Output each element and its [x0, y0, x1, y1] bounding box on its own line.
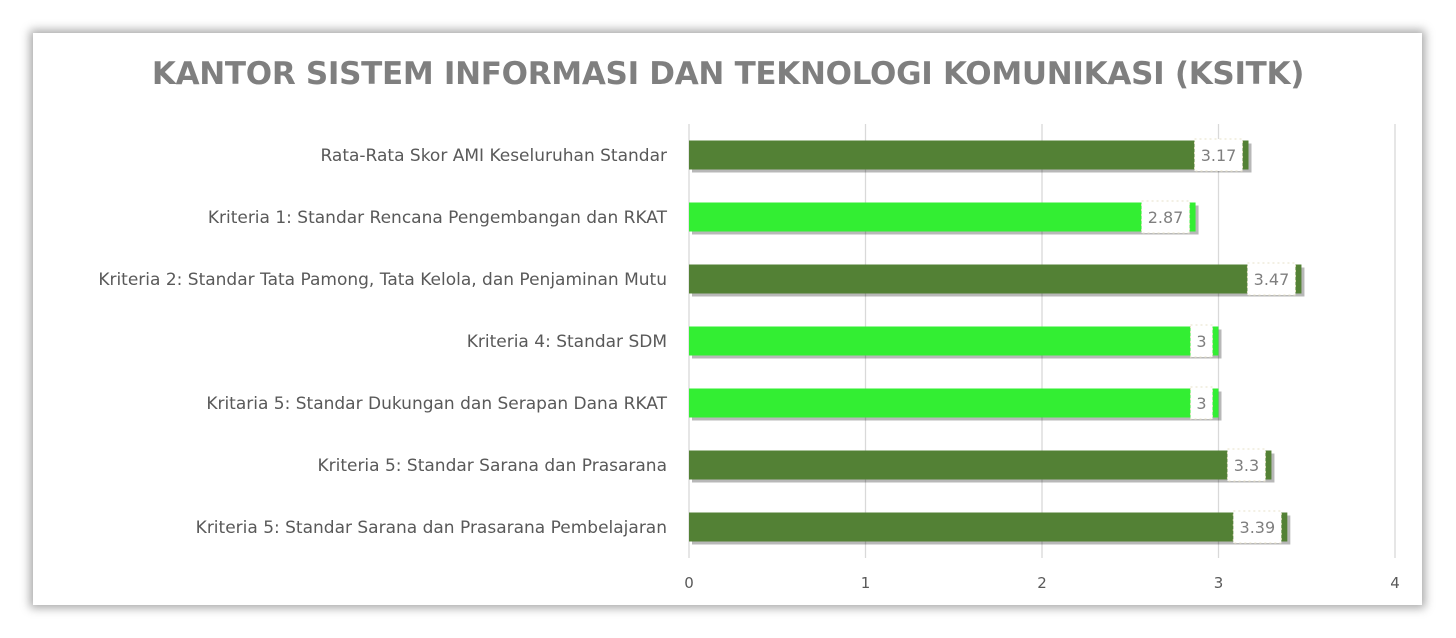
data-label-box [1246, 262, 1296, 296]
data-label: 3 [1196, 394, 1206, 413]
x-tick-label: 3 [1214, 574, 1224, 592]
category-label: Kriteria 1: Standar Rencana Pengembangan… [208, 208, 668, 228]
category-label: Kriteria 2: Standar Tata Pamong, Tata Ke… [98, 270, 667, 290]
data-label: 2.87 [1148, 208, 1184, 227]
chart-card [33, 33, 1422, 605]
category-label: Kritaria 5: Standar Dukungan dan Serapan… [206, 394, 667, 414]
data-label: 3.3 [1234, 456, 1259, 475]
bar [689, 450, 1272, 480]
category-label: Kriteria 4: Standar SDM [467, 332, 667, 352]
bar [689, 388, 1219, 418]
bar [689, 140, 1249, 170]
x-tick-label: 1 [861, 574, 871, 592]
chart-title: KANTOR SISTEM INFORMASI DAN TEKNOLOGI KO… [151, 56, 1305, 92]
data-label-box [1190, 386, 1213, 420]
data-label-box [1141, 200, 1191, 234]
x-tick-label: 0 [684, 574, 694, 592]
data-label-box [1194, 138, 1244, 172]
category-label: Rata-Rata Skor AMI Keseluruhan Standar [320, 146, 667, 166]
category-label: Kriteria 5: Standar Sarana dan Prasarana [317, 456, 667, 476]
data-label: 3.47 [1254, 270, 1290, 289]
data-label: 3.17 [1201, 146, 1237, 165]
x-tick-label: 2 [1037, 574, 1047, 592]
bar [689, 264, 1302, 294]
bar [689, 512, 1288, 542]
data-label: 3.39 [1240, 518, 1276, 537]
bar [689, 326, 1219, 356]
data-label-box [1190, 324, 1213, 358]
bar [689, 202, 1196, 232]
category-label: Kriteria 5: Standar Sarana dan Prasarana… [196, 518, 667, 538]
data-label-box [1226, 448, 1266, 482]
x-tick-label: 4 [1390, 574, 1400, 592]
data-label-box [1232, 510, 1282, 544]
data-label: 3 [1196, 332, 1206, 351]
